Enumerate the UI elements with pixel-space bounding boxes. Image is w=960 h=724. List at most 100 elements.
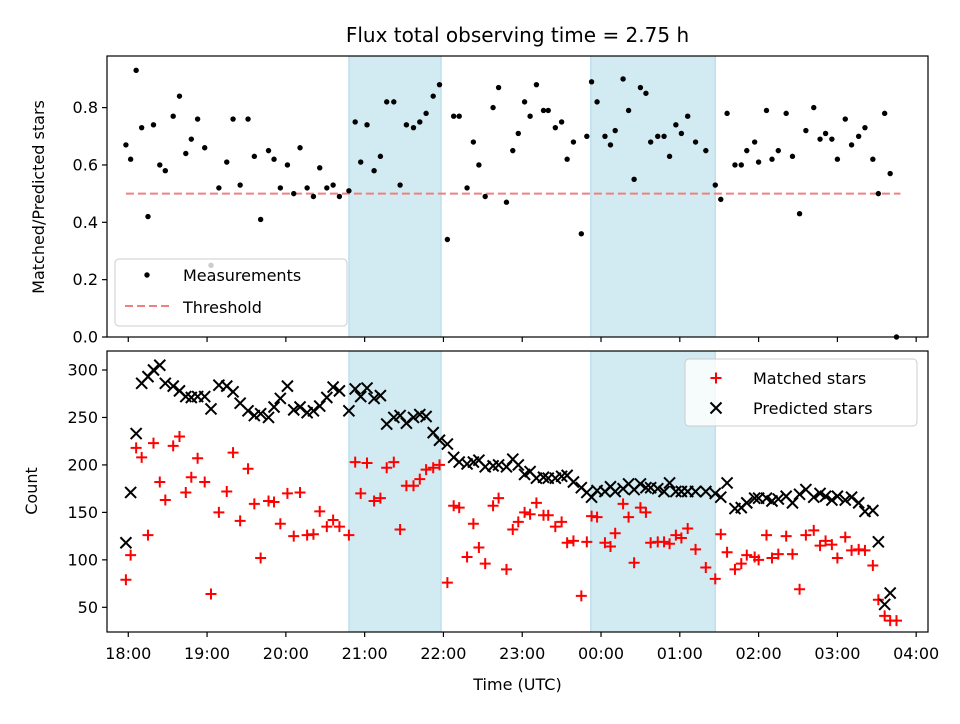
predicted-point-85 <box>663 476 676 490</box>
measurement-point-114 <box>862 124 868 131</box>
predicted-point-76 <box>608 485 622 498</box>
matched-point-41 <box>388 456 400 468</box>
measurement-point-117 <box>881 110 888 117</box>
measurement-point-42 <box>397 182 403 188</box>
predicted-point-118 <box>883 586 897 600</box>
top-panel-frame <box>106 55 929 338</box>
measurement-point-20 <box>251 153 258 160</box>
predicted-point-104 <box>793 488 806 501</box>
matched-point-13 <box>199 476 211 488</box>
matched-point-27 <box>294 486 306 498</box>
matched-point-93 <box>721 546 733 558</box>
predicted-point-25 <box>281 379 294 393</box>
measurement-point-65 <box>545 107 551 114</box>
matched-point-38 <box>368 495 380 507</box>
measurement-point-103 <box>789 153 796 160</box>
predicted-point-90 <box>699 485 713 498</box>
measurement-point-0 <box>123 142 129 148</box>
matched-point-94 <box>729 563 741 575</box>
measurement-point-3 <box>138 124 145 131</box>
predicted-point-96 <box>740 496 753 510</box>
measurement-point-74 <box>602 133 608 139</box>
x-tick-label-3: 21:00 <box>342 644 388 663</box>
matched-point-61 <box>519 506 531 518</box>
measurement-point-37 <box>364 122 370 128</box>
matched-point-50 <box>448 500 460 512</box>
measurement-point-5 <box>150 122 157 128</box>
predicted-point-64 <box>537 471 550 484</box>
matched-point-10 <box>180 486 192 498</box>
matched-point-85 <box>664 538 676 550</box>
predicted-point-92 <box>714 490 727 504</box>
measurement-point-10 <box>183 150 189 157</box>
measurement-point-96 <box>744 147 750 154</box>
measurement-point-85 <box>666 153 673 160</box>
predicted-point-86 <box>669 485 683 498</box>
predicted-point-108 <box>819 490 832 503</box>
measurement-point-99 <box>763 107 770 114</box>
matched-point-60 <box>512 516 524 528</box>
measurement-point-80 <box>637 84 644 91</box>
predicted-point-84 <box>657 485 671 498</box>
bottom-y-tick-label-5: 300 <box>67 360 98 379</box>
measurement-point-23 <box>271 156 277 162</box>
measurement-point-21 <box>257 216 264 223</box>
predicted-point-44 <box>407 411 420 424</box>
matched-point-26 <box>288 530 300 542</box>
bottom-panel-shaded-interval-0 <box>348 350 442 633</box>
predicted-point-48 <box>433 434 446 447</box>
measurement-point-9 <box>176 93 183 99</box>
measurement-point-92 <box>718 196 724 203</box>
measurement-point-8 <box>170 113 176 119</box>
matched-point-108 <box>820 535 832 547</box>
predicted-point-30 <box>313 399 326 413</box>
predicted-point-36 <box>354 390 367 403</box>
matched-point-8 <box>167 440 179 452</box>
measurement-point-102 <box>783 110 789 117</box>
matched-point-56 <box>487 500 499 512</box>
matched-point-30 <box>314 505 326 517</box>
matched-point-119 <box>890 615 902 627</box>
predicted-point-81 <box>639 481 653 494</box>
matched-point-73 <box>591 511 603 523</box>
predicted-point-33 <box>333 384 346 398</box>
matched-point-98 <box>753 554 765 566</box>
measurement-point-78 <box>625 107 632 114</box>
measurement-point-93 <box>724 110 730 117</box>
matched-point-84 <box>658 536 670 548</box>
measurement-point-83 <box>655 133 661 139</box>
predicted-point-2 <box>129 427 143 440</box>
measurement-point-104 <box>796 211 803 217</box>
measurement-point-45 <box>417 119 423 125</box>
matched-point-66 <box>549 521 561 533</box>
matched-point-65 <box>542 509 554 521</box>
predicted-point-109 <box>825 493 839 507</box>
top-panel-shaded-interval-0 <box>348 55 442 338</box>
measurement-point-34 <box>346 188 352 194</box>
measurement-point-112 <box>848 142 855 148</box>
matched-point-2 <box>130 442 142 454</box>
matched-point-7 <box>159 494 171 506</box>
x-tick-label-10: 04:00 <box>893 644 939 663</box>
measurement-point-52 <box>464 185 470 191</box>
matched-point-36 <box>355 487 367 499</box>
matched-point-110 <box>831 552 843 564</box>
predicted-point-80 <box>634 477 647 491</box>
matched-point-70 <box>575 590 587 602</box>
matched-point-105 <box>800 529 812 541</box>
predicted-point-69 <box>567 475 580 489</box>
measurement-point-53 <box>470 139 477 145</box>
top-y-tick-label-1: 0.2 <box>73 270 98 289</box>
matched-point-102 <box>780 530 792 542</box>
legend-measurements-marker <box>144 272 150 278</box>
measurement-point-71 <box>584 133 590 139</box>
measurement-point-13 <box>202 145 208 151</box>
predicted-point-49 <box>441 437 454 451</box>
matched-point-12 <box>192 452 204 464</box>
measurement-point-87 <box>678 130 685 137</box>
matched-point-5 <box>147 437 159 449</box>
measurement-point-110 <box>834 156 841 162</box>
matched-point-90 <box>700 561 712 573</box>
matched-point-68 <box>561 537 573 549</box>
matched-point-48 <box>433 459 445 471</box>
